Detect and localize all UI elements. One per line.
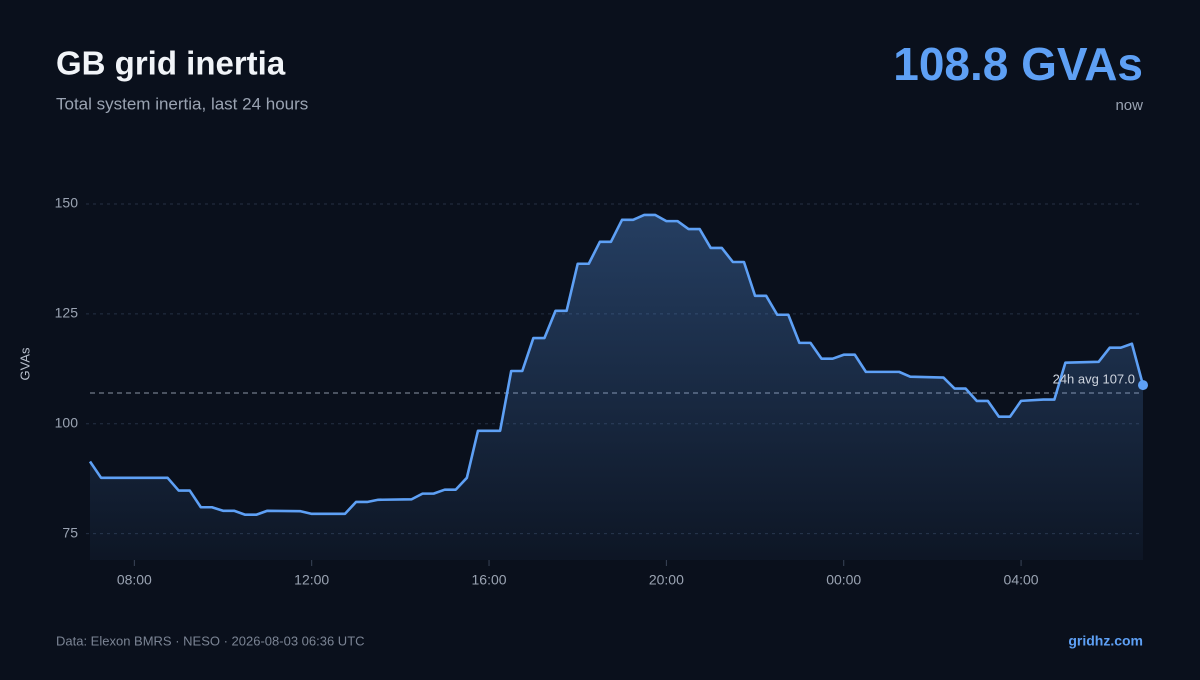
y-axis-label: GVAs: [17, 347, 32, 380]
x-tick-label: 12:00: [294, 572, 329, 588]
x-tick-label: 16:00: [472, 572, 507, 588]
chart-title: GB grid inertia: [56, 45, 286, 82]
y-tick-label: 100: [55, 414, 79, 430]
y-tick-label: 125: [55, 305, 79, 321]
latest-point: [1138, 380, 1148, 391]
current-caption: now: [1115, 97, 1143, 114]
chart-subtitle: Total system inertia, last 24 hours: [56, 94, 308, 113]
x-tick-label: 00:00: [826, 572, 861, 588]
x-tick-label: 04:00: [1004, 572, 1039, 588]
average-label: 24h avg 107.0: [1053, 371, 1135, 386]
current-value: 108.8 GVAs: [893, 38, 1143, 90]
x-tick-label: 20:00: [649, 572, 684, 588]
y-tick-label: 150: [55, 195, 79, 211]
line: [88, 213, 1145, 517]
footer: Data: Elexon BMRS · NESO · 2026-08-03 06…: [56, 633, 365, 648]
brand: gridhz.com: [1068, 633, 1143, 649]
y-tick-label: 75: [62, 524, 78, 540]
x-tick-label: 08:00: [117, 572, 152, 588]
area: [90, 214, 1143, 560]
